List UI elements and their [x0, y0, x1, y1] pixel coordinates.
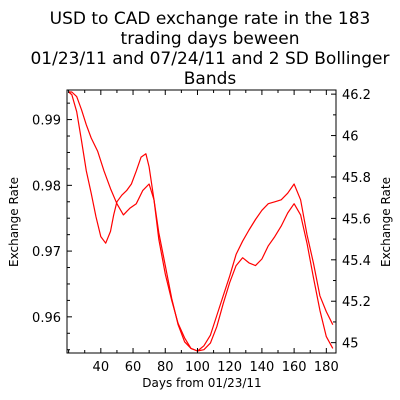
series-line-2: [68, 91, 334, 352]
y-right-tick-label: 46.2: [342, 88, 371, 103]
chart-title-line-4: Bands: [184, 69, 237, 89]
chart-title-line-3: 01/23/11 and 07/24/11 and 2 SD Bollinger: [30, 49, 389, 69]
x-tick-label: 40: [93, 360, 110, 375]
y-right-tick-label: 45: [342, 337, 359, 352]
series-line-1: [68, 91, 334, 352]
plot-frame: [66, 89, 337, 354]
y-left-tick-label: 0.99: [32, 114, 61, 129]
x-tick-label: 180: [314, 360, 339, 375]
x-tick-label: 160: [282, 360, 307, 375]
chart-title-line-1: USD to CAD exchange rate in the 183: [50, 9, 371, 29]
y-right-tick-label: 45.8: [342, 171, 371, 186]
x-tick-label: 100: [185, 360, 210, 375]
x-tick-label: 120: [217, 360, 242, 375]
y-left-tick-label: 0.98: [32, 179, 61, 194]
y-left-tick-label: 0.96: [32, 311, 61, 326]
chart-title: USD to CAD exchange rate in the 183 trad…: [30, 9, 389, 89]
x-tick-label: 60: [125, 360, 142, 375]
y-right-tick-label: 45.4: [342, 254, 371, 269]
y-axis-label-right: Exchange Rate: [379, 177, 393, 267]
chart-title-line-2: trading days beween: [121, 29, 300, 49]
y-axis-label-left: Exchange Rate: [7, 177, 21, 267]
y-left-tick-label: 0.97: [32, 245, 61, 260]
x-tick-label: 80: [157, 360, 174, 375]
x-tick-label: 140: [249, 360, 274, 375]
x-axis-label: Days from 01/23/11: [142, 376, 261, 390]
chart-marks: 40 60 80 100 120 140 160 180 0.96 0.97 0.98 0.99 45 4…: [32, 88, 371, 375]
y-right-tick-label: 45.2: [342, 295, 371, 310]
y-right-tick-label: 45.6: [342, 212, 371, 227]
y-right-tick-label: 46: [342, 130, 359, 145]
